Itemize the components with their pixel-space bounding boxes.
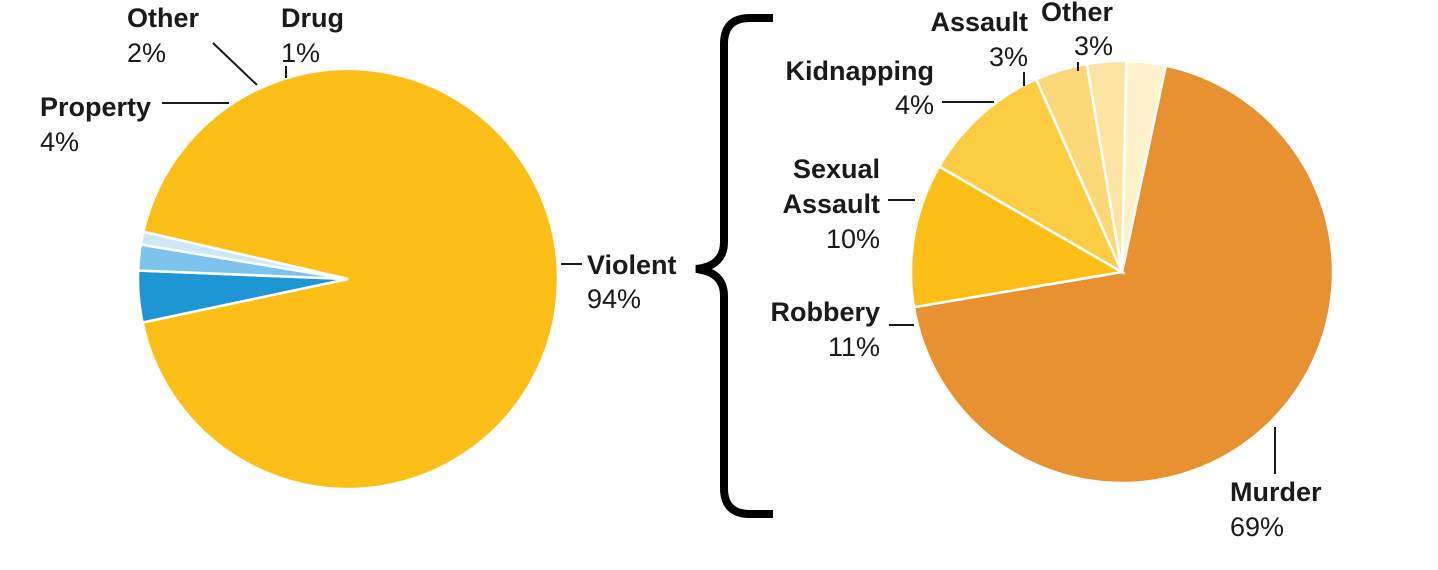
pie-slice-violent (141, 67, 560, 491)
slice-percent-other: 2% (127, 38, 166, 68)
slice-percent-kidnapping: 4% (895, 90, 934, 120)
pie-slice-drug (139, 230, 349, 281)
slice-label-other: Other (1041, 0, 1114, 27)
slice-label-property: Property (40, 92, 151, 122)
slice-percent-property: 4% (40, 127, 79, 157)
slice-percent-violent: 94% (587, 284, 641, 314)
slice-label-kidnapping: Kidnapping (786, 56, 934, 86)
slice-percent-murder: 69% (1230, 512, 1284, 542)
pie-slice-sexual-assault (937, 77, 1125, 276)
slice-label-drug: Drug (281, 3, 344, 33)
pie-slice-robbery (909, 164, 1126, 309)
slice-label-sexual-assault: Sexual (793, 154, 880, 184)
leader-line-other (212, 42, 258, 86)
violent-breakdown-pie: Murder 69% Robbery 11% Sexual Assault 10% Kidna… (770, 0, 1335, 542)
slice-label-robbery: Robbery (770, 297, 880, 327)
slice-label-sexual-assault: Assault (782, 189, 880, 219)
slice-label-murder: Murder (1230, 477, 1322, 507)
slice-percent-assault: 3% (989, 42, 1028, 72)
slice-percent-other: 3% (1074, 31, 1113, 61)
slice-percent-sexual-assault: 10% (826, 224, 880, 254)
slice-percent-drug: 1% (281, 38, 320, 68)
breakdown-brace (695, 14, 773, 518)
slice-percent-robbery: 11% (828, 332, 880, 362)
offense-type-pie: Violent 94% Property 4% Other 2% Drug 1% (40, 3, 677, 491)
slice-label-violent: Violent (587, 250, 677, 280)
slice-label-other: Other (127, 3, 200, 33)
pie-slice-other (1120, 59, 1168, 273)
slice-label-assault: Assault (930, 7, 1028, 37)
